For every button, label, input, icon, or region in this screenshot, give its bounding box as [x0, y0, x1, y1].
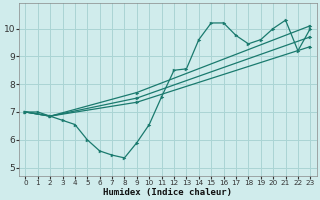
X-axis label: Humidex (Indice chaleur): Humidex (Indice chaleur) — [103, 188, 232, 197]
